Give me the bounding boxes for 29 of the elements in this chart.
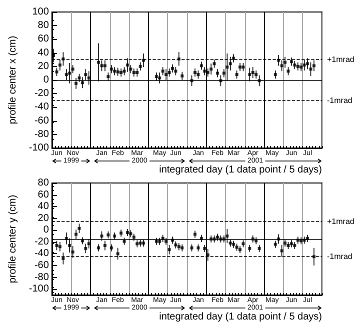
ref-line-label: -1mrad — [327, 96, 352, 105]
y-tick-label: 60 — [38, 34, 50, 45]
y-tick-label: 60 — [38, 189, 50, 200]
y-axis-title: profile center y (cm) — [8, 194, 18, 284]
y-tick-label: -20 — [34, 236, 50, 248]
y-tick-label: 20 — [38, 212, 50, 224]
y-tick-label: -100 — [28, 142, 50, 154]
y-tick-label: 0 — [43, 74, 50, 86]
y-tick-label: -40 — [34, 102, 50, 113]
y-tick-label: 100 — [32, 6, 50, 18]
ref-line-label: +1mrad — [327, 55, 354, 64]
y-tick-label: -60 — [34, 115, 50, 126]
y-tick-label: -80 — [34, 128, 50, 140]
y-tick-label: 20 — [38, 60, 50, 72]
y-tick-label: -100 — [28, 284, 50, 295]
y-tick-label: -20 — [34, 88, 50, 100]
y-tick-label: -80 — [34, 272, 50, 283]
x-axis-title: integrated day (1 data point / 5 days) — [159, 312, 322, 322]
y-axis-title: profile center x (cm) — [8, 36, 18, 124]
ref-line-label: -1mrad — [327, 252, 352, 262]
y-tick-label: 40 — [38, 47, 50, 58]
ref-line-label: +1mrad — [327, 216, 354, 226]
y-tick-label: -60 — [34, 260, 50, 272]
y-tick-label: 80 — [38, 20, 50, 32]
y-tick-label: 0 — [43, 224, 50, 236]
x-axis-title: integrated day (1 data point / 5 days) — [159, 164, 322, 176]
y-tick-label: 40 — [38, 201, 50, 212]
y-tick-label: -40 — [34, 248, 50, 260]
y-tick-label: 80 — [38, 178, 50, 188]
